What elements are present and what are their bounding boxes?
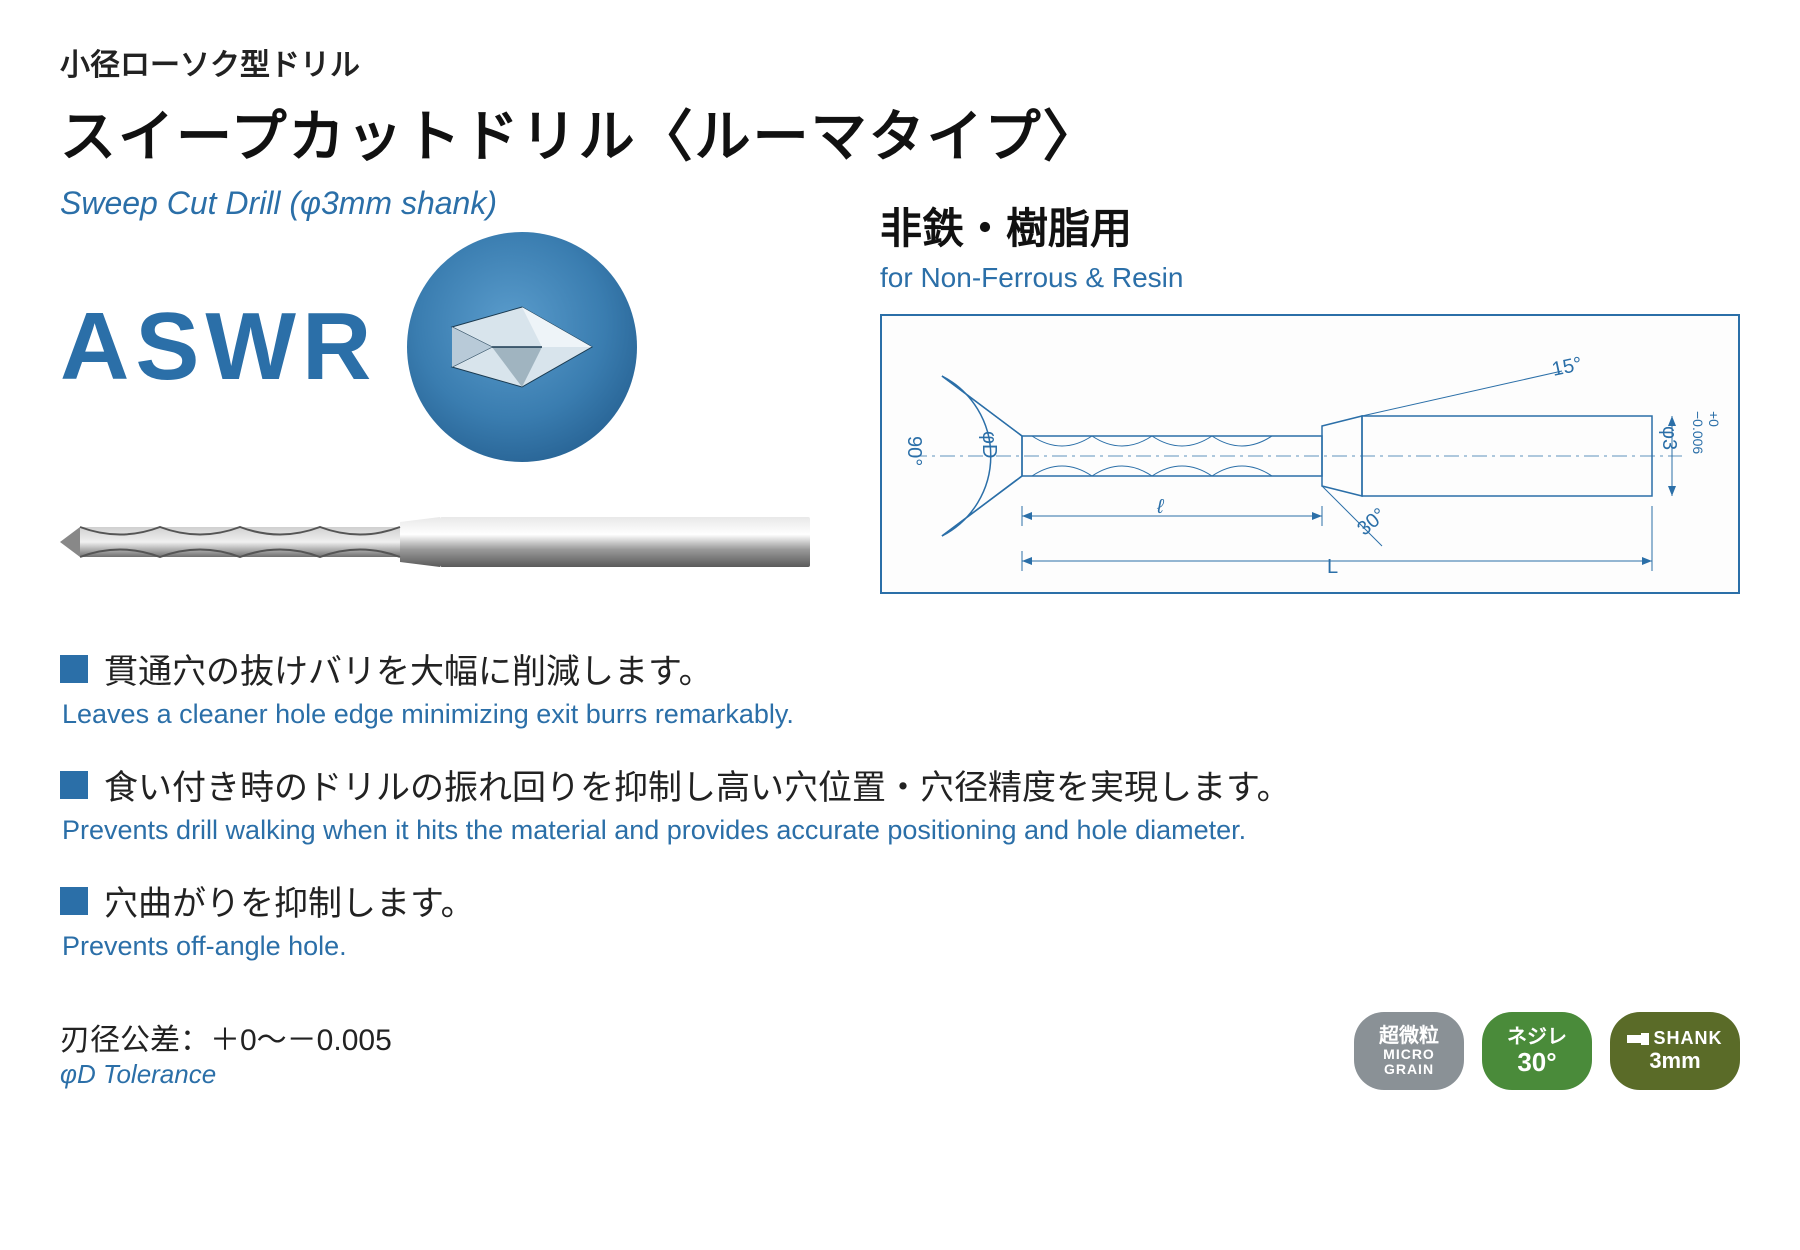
badge-label: SHANK [1653, 1029, 1722, 1049]
feature-jp-row: 穴曲がりを抑制します。 [60, 876, 1740, 925]
usage-en: for Non-Ferrous & Resin [880, 262, 1740, 294]
technical-diagram: 90° φD ℓ L 30° 15° φ3 +0 −0.006 [880, 314, 1740, 594]
tolerance-block: 刃径公差：＋0～－0.005 φD Tolerance [60, 1015, 392, 1090]
feature-jp-text: 貫通穴の抜けバリを大幅に削減します。 [104, 644, 713, 693]
bullet-square-icon [60, 887, 88, 915]
bullet-square-icon [60, 655, 88, 683]
header-category-jp: 小径ローソク型ドリル [60, 40, 1740, 84]
badge-label: 超微粒 [1379, 1025, 1439, 1047]
feature-jp-text: 食い付き時のドリルの振れ回りを抑制し高い穴位置・穴径精度を実現します。 [104, 760, 1291, 809]
dim-flute-length: ℓ [1157, 496, 1163, 519]
feature-en-text: Leaves a cleaner hole edge minimizing ex… [62, 699, 1740, 730]
badge-label: GRAIN [1384, 1062, 1434, 1077]
badge-micrograin: 超微粒 MICRO GRAIN [1354, 1012, 1464, 1090]
drill-tip-icon [442, 297, 602, 397]
badge-helix: ネジレ 30° [1482, 1012, 1592, 1090]
right-column: 非鉄・樹脂用 for Non-Ferrous & Resin [880, 185, 1740, 594]
shank-icon [1627, 1031, 1649, 1047]
tolerance-en: φD Tolerance [60, 1059, 392, 1090]
dim-tip-angle: 90° [902, 436, 925, 466]
header-title-jp: スイープカットドリル〈ルーマタイプ〉 [60, 92, 1740, 173]
feature-item: 食い付き時のドリルの振れ回りを抑制し高い穴位置・穴径精度を実現します。 Prev… [60, 760, 1740, 846]
dim-diameter: φD [977, 431, 1000, 458]
drill-side-view [60, 492, 820, 592]
left-column: Sweep Cut Drill (φ3mm shank) ASWR [60, 185, 840, 592]
code-row: ASWR [60, 232, 840, 462]
feature-item: 穴曲がりを抑制します。 Prevents off-angle hole. [60, 876, 1740, 962]
feature-jp-row: 貫通穴の抜けバリを大幅に削減します。 [60, 644, 1740, 693]
top-row: Sweep Cut Drill (φ3mm shank) ASWR [60, 185, 1740, 594]
badges-row: 超微粒 MICRO GRAIN ネジレ 30° SHANK 3mm [1354, 1012, 1740, 1090]
badge-label: MICRO [1383, 1047, 1435, 1062]
features-list: 貫通穴の抜けバリを大幅に削減します。 Leaves a cleaner hole… [60, 644, 1740, 962]
badge-label: ネジレ [1507, 1026, 1567, 1048]
feature-item: 貫通穴の抜けバリを大幅に削減します。 Leaves a cleaner hole… [60, 644, 1740, 730]
feature-jp-row: 食い付き時のドリルの振れ回りを抑制し高い穴位置・穴径精度を実現します。 [60, 760, 1740, 809]
dim-shank-tolerance: +0 −0.006 [1690, 411, 1722, 454]
bottom-row: 刃径公差：＋0～－0.005 φD Tolerance 超微粒 MICRO GR… [60, 1012, 1740, 1090]
usage-jp: 非鉄・樹脂用 [880, 195, 1740, 256]
product-code: ASWR [60, 292, 377, 402]
badge-label: 3mm [1649, 1049, 1700, 1073]
page-container: 小径ローソク型ドリル スイープカットドリル〈ルーマタイプ〉 Sweep Cut … [60, 40, 1740, 1090]
dim-overall-length: L [1327, 556, 1338, 579]
feature-en-text: Prevents off-angle hole. [62, 931, 1740, 962]
subtitle-en: Sweep Cut Drill (φ3mm shank) [60, 185, 840, 222]
badge-shank: SHANK 3mm [1610, 1012, 1740, 1090]
bullet-square-icon [60, 771, 88, 799]
dim-shank-diameter: φ3 [1657, 426, 1680, 450]
badge-label: 30° [1517, 1048, 1556, 1077]
feature-en-text: Prevents drill walking when it hits the … [62, 815, 1740, 846]
feature-jp-text: 穴曲がりを抑制します。 [104, 876, 475, 925]
tolerance-jp: 刃径公差：＋0～－0.005 [60, 1015, 392, 1059]
drill-tip-closeup [407, 232, 637, 462]
